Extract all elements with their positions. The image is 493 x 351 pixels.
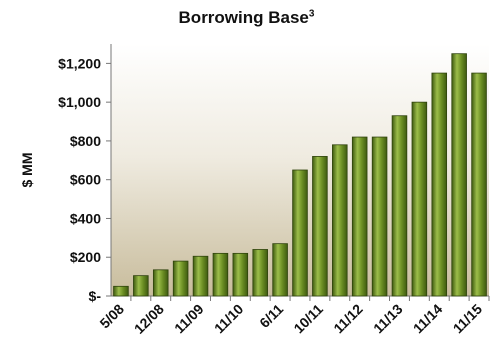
bar [451,53,467,297]
bar [471,72,487,297]
x-tick-label: 10/11 [290,301,326,337]
bar [411,101,428,297]
bar [152,269,169,297]
bar [391,115,408,297]
x-tick-label: 11/13 [370,301,406,337]
chart-title: Borrowing Base3 [0,8,493,28]
x-tick-label: 5/08 [96,301,127,332]
y-tick-label: $600 [70,172,101,188]
x-tick-label: 11/09 [171,301,207,337]
y-tick-label: $1,000 [58,94,101,110]
bar [232,252,249,297]
bar [332,144,348,297]
bar [371,136,388,297]
y-tick-label: $200 [70,249,101,265]
y-axis-title: $ MM [19,153,35,188]
chart-title-superscript: 3 [308,8,315,20]
bar [292,169,308,297]
chart-title-text: Borrowing Base [178,8,309,27]
bar [212,252,229,297]
x-tick-label: 12/08 [131,301,167,337]
y-tick-label: $400 [70,210,101,226]
bar [431,72,448,297]
bar [272,243,288,297]
x-tick-label: 11/14 [410,301,446,337]
y-tick-label: $- [89,288,102,304]
y-tick-label: $1,200 [58,55,101,71]
y-tick-label: $800 [70,133,101,149]
bar [312,156,328,297]
bar [192,255,209,297]
bar [351,136,368,297]
x-tick-label: 11/10 [211,301,247,337]
x-tick-label: 11/15 [450,301,486,337]
bar [133,275,149,297]
bar [113,285,129,297]
bar [252,249,268,297]
x-tick-label: 6/11 [256,301,286,331]
bar [172,260,189,297]
x-tick-label: 11/12 [330,301,366,337]
